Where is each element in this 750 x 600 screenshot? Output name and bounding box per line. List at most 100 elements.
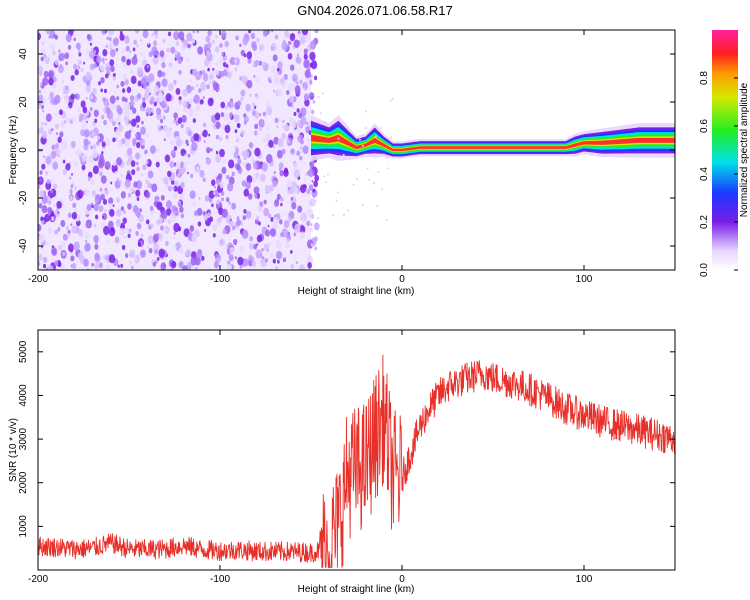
heatmap-noise-cell [163,138,166,142]
heatmap-noise-cell [74,186,77,191]
heatmap-noise-cell [73,241,80,251]
heatmap-noise-cell [45,113,52,122]
heatmap-speck [385,218,388,221]
heatmap-noise-cell [136,166,140,172]
heatmap-noise-cell [154,259,158,264]
heatmap-noise-cell [265,229,271,237]
heatmap-noise-cell [153,243,160,252]
heatmap-noise-cell [125,45,130,52]
heatmap-noise-cell [212,233,216,238]
heatmap-noise-cell [254,105,257,109]
heatmap-noise-cell [192,201,196,207]
heatmap-speck [337,137,340,140]
heatmap-noise-cell [153,85,159,93]
heatmap-noise-cell [188,107,195,117]
heatmap-noise-cell [162,115,166,120]
heatmap-noise-cell [147,65,150,69]
heatmap-noise-cell [108,197,114,205]
heatmap-noise-cell [224,40,229,48]
heatmap-noise-cell [228,201,231,206]
heatmap-ridge-band [311,129,675,154]
heatmap-noise-cell [93,63,97,69]
heatmap-noise-cell [160,262,167,270]
heatmap-noise-cell [199,99,204,105]
heatmap-noise-cell [129,68,134,75]
heatmap-speck [365,110,368,113]
heatmap-noise-cell [161,210,168,220]
heatmap-noise-cell [242,161,246,167]
heatmap-noise-cell [140,108,143,112]
heatmap-noise-cell [239,76,243,81]
heatmap-noise-cell [214,112,221,121]
heatmap-noise-cell [51,248,57,255]
heatmap-noise-cell [122,217,127,224]
heatmap-noise-cell [90,95,94,100]
heatmap-noise-cell [213,191,216,195]
heatmap-noise-cell [241,229,249,239]
heatmap-noise-cell [206,146,211,154]
heatmap-noise-cell [43,155,46,158]
heatmap-noise-cell [131,56,138,66]
heatmap-noise-cell [38,183,41,189]
heatmap-noise-cell [281,132,287,140]
snr-frame [37,329,676,571]
heatmap-noise-cell [155,161,160,168]
snr-series-line [38,354,675,568]
heatmap-noise-cell [86,33,91,40]
heatmap-noise-cell [258,126,263,132]
heatmap-noise-cell [220,30,227,39]
heatmap-noise-cell [209,73,214,80]
heatmap-speck [355,178,358,181]
heatmap-noise-cell [96,55,102,64]
heatmap-noise-cell [279,168,281,171]
heatmap-y-tick-label: -40 [18,238,29,253]
heatmap-noise-cell [85,120,88,124]
heatmap-noise-cell [158,248,165,258]
heatmap-noise-cell [121,55,126,63]
heatmap-noise-cell [41,163,46,170]
heatmap-noise-cell [296,81,299,85]
heatmap-noise-cell [207,30,212,37]
heatmap-noise-cell [80,128,86,137]
heatmap-noise-cell [108,36,112,42]
heatmap-noise-cell [167,170,172,178]
heatmap-speck [326,173,329,176]
heatmap-noise-cell [142,107,146,112]
heatmap-noise-cell [124,227,129,234]
heatmap-noise-cell [258,118,265,128]
heatmap-noise-cell [307,262,312,269]
heatmap-noise-cell [123,102,131,112]
heatmap-noise-cell [255,59,260,66]
heatmap-noise-cell [126,58,131,66]
heatmap-noise-cell [236,219,242,226]
heatmap-noise-cell [280,196,284,202]
heatmap-noise-cell [65,163,71,171]
heatmap-noise-cell [89,42,93,46]
heatmap-noise-cell [289,250,293,254]
heatmap-noise-cell [308,130,312,136]
heatmap-speck [385,156,388,159]
heatmap-noise-cell [89,63,95,71]
heatmap-noise-cell [242,37,248,46]
heatmap-noise-cell [307,138,310,143]
heatmap-noise-cell [151,46,158,56]
heatmap-noise-cell [178,202,182,208]
heatmap-noise-cell [215,121,221,130]
heatmap-noise-cell [240,96,244,102]
heatmap-noise-cell [135,189,141,197]
heatmap-noise-cell [202,129,208,138]
heatmap-noise-cell [49,91,54,99]
heatmap-noise-cell [48,77,54,86]
heatmap-noise-cell [146,245,150,249]
heatmap-noise-cell [133,256,137,261]
heatmap-noise-cell [178,31,185,40]
heatmap-noise-cell [43,70,49,78]
heatmap-noise-cell [65,61,68,66]
heatmap-noise-cell [144,149,148,155]
heatmap-noise-cell [169,139,175,146]
heatmap-noise-cell [282,119,285,124]
heatmap-noise-cell [51,128,54,132]
heatmap-noise-cell [176,173,181,179]
heatmap-noise-cell [229,112,233,118]
